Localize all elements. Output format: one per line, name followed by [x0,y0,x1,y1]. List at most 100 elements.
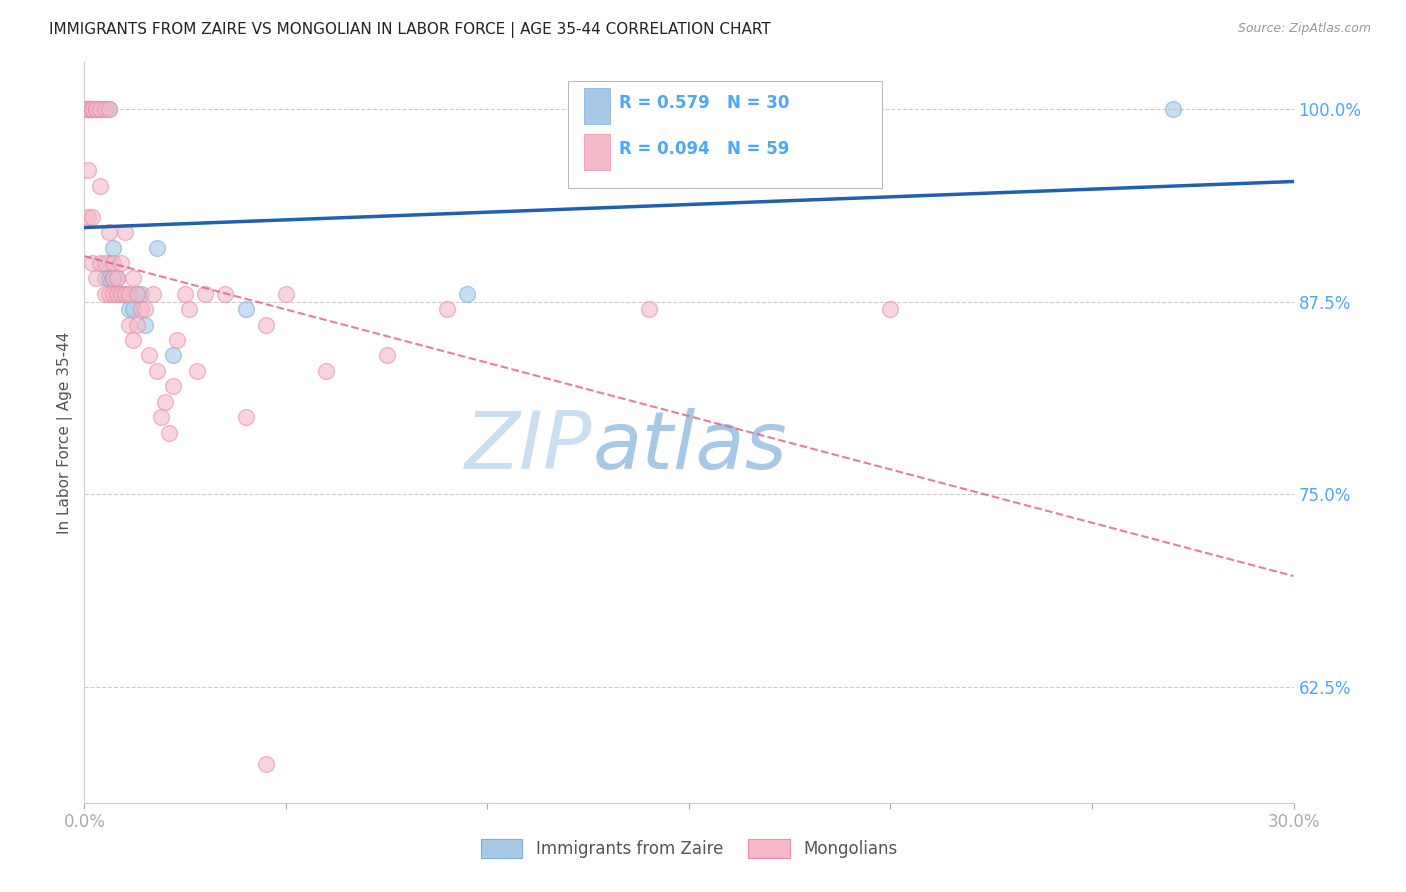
Point [162,379,184,393]
Point [93,102,115,116]
Point [129,286,152,301]
Point [235,410,257,425]
Point [879,302,901,317]
Point [456,286,478,301]
Point [118,318,141,332]
Legend: Immigrants from Zaire, Mongolians: Immigrants from Zaire, Mongolians [474,832,904,865]
Point [162,349,184,363]
Point [254,757,277,772]
Point [110,286,132,301]
Point [142,286,165,301]
Point [315,364,337,378]
Point [125,318,148,332]
Point [77,102,100,116]
Text: atlas: atlas [592,409,787,486]
Point [93,256,115,270]
Point [89,256,111,270]
Point [121,271,143,285]
Point [186,364,208,378]
Point [118,286,141,301]
Point [129,302,152,317]
Point [110,256,132,270]
Point [89,178,111,193]
Point [274,286,297,301]
Point [101,271,124,285]
FancyBboxPatch shape [568,81,883,188]
Point [89,102,111,116]
Point [86,102,108,116]
Point [121,333,143,347]
Point [174,286,197,301]
Point [121,302,143,317]
Point [194,286,217,301]
Point [153,394,176,409]
Point [138,349,160,363]
Point [77,102,100,116]
Point [125,286,148,301]
Point [146,240,169,254]
Point [134,302,156,317]
FancyBboxPatch shape [583,135,610,169]
Point [97,102,120,116]
Point [146,364,169,378]
Point [101,286,124,301]
Point [77,210,100,224]
Point [86,102,108,116]
Text: ZIP: ZIP [465,409,592,486]
Point [1161,102,1184,116]
Point [82,256,104,270]
Point [86,102,108,116]
Point [114,286,136,301]
Point [97,102,120,116]
FancyBboxPatch shape [583,88,610,124]
Point [89,102,111,116]
Point [114,286,136,301]
Point [235,302,257,317]
Point [97,286,120,301]
Point [105,286,128,301]
Y-axis label: In Labor Force | Age 35-44: In Labor Force | Age 35-44 [58,332,73,533]
Point [118,302,141,317]
Point [97,271,120,285]
Point [110,286,132,301]
Point [149,410,172,425]
Point [93,286,115,301]
Point [114,225,136,239]
Point [93,102,115,116]
Point [77,102,100,116]
Point [134,318,156,332]
Point [82,102,104,116]
Point [77,102,100,116]
Text: R = 0.579   N = 30: R = 0.579 N = 30 [619,95,789,112]
Point [105,271,128,285]
Text: Source: ZipAtlas.com: Source: ZipAtlas.com [1237,22,1371,36]
Point [101,256,124,270]
Point [105,286,128,301]
Point [375,349,398,363]
Point [77,102,100,116]
Point [157,425,180,440]
Point [93,271,115,285]
Point [179,302,201,317]
Point [166,333,188,347]
Point [77,163,100,178]
Point [82,102,104,116]
Point [125,286,148,301]
Point [214,286,236,301]
Point [82,102,104,116]
Text: R = 0.094   N = 59: R = 0.094 N = 59 [619,140,789,158]
Point [77,102,100,116]
Point [101,240,124,254]
Text: IMMIGRANTS FROM ZAIRE VS MONGOLIAN IN LABOR FORCE | AGE 35-44 CORRELATION CHART: IMMIGRANTS FROM ZAIRE VS MONGOLIAN IN LA… [49,22,770,38]
Point [77,102,100,116]
Point [114,286,136,301]
Point [97,225,120,239]
Point [101,271,124,285]
Point [97,256,120,270]
Point [86,271,108,285]
Point [436,302,458,317]
Point [82,102,104,116]
Point [254,318,277,332]
Point [105,271,128,285]
Point [637,302,659,317]
